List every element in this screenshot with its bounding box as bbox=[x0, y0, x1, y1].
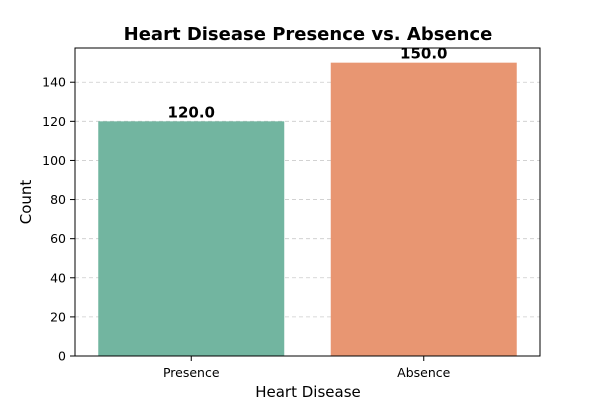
x-tick-label-presence: Presence bbox=[163, 365, 220, 380]
y-tick-label: 0 bbox=[58, 349, 66, 364]
data-label-absence: 150.0 bbox=[400, 45, 447, 63]
x-tick-label-absence: Absence bbox=[397, 365, 450, 380]
y-tick-label: 40 bbox=[50, 270, 66, 285]
y-tick-label: 140 bbox=[42, 75, 66, 90]
y-axis-ticks: 0 20 40 60 80 100 120 140 bbox=[42, 75, 75, 364]
plot-frame bbox=[74, 47, 541, 357]
y-tick-label: 60 bbox=[50, 231, 66, 246]
y-tick-label: 20 bbox=[50, 309, 66, 324]
data-label-presence: 120.0 bbox=[168, 103, 215, 121]
chart-title: Heart Disease Presence vs. Absence bbox=[124, 24, 493, 45]
x-axis-ticks: Presence Absence bbox=[163, 356, 451, 380]
data-labels: 120.0 150.0 bbox=[168, 45, 448, 122]
y-tick-label: 80 bbox=[50, 192, 66, 207]
x-axis-label: Heart Disease bbox=[255, 383, 361, 400]
bar-absence bbox=[330, 62, 517, 357]
bar-presence bbox=[98, 121, 285, 356]
y-tick-label: 120 bbox=[42, 114, 66, 129]
y-axis-label: Count bbox=[17, 180, 35, 225]
bars bbox=[98, 62, 517, 357]
y-tick-label: 100 bbox=[42, 153, 66, 168]
